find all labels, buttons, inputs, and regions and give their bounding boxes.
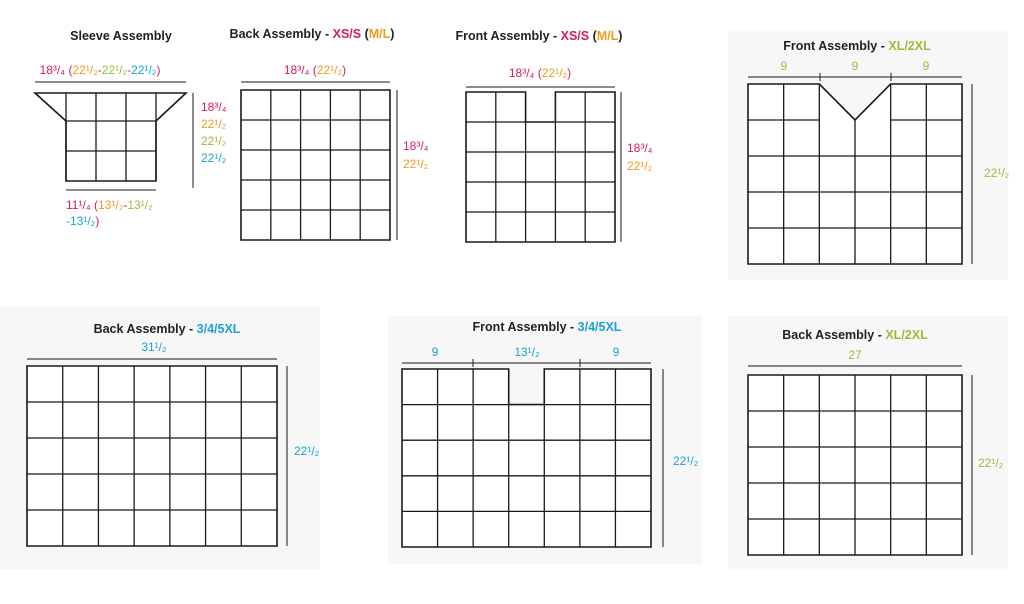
front-3-5xl-seg-3: 9 (613, 345, 620, 359)
back-xs-s-height-2: 22¹/₂ (403, 157, 429, 171)
back-xs-s-height-1: 18³/₄ (403, 139, 429, 153)
front-xl-grid (747, 83, 963, 265)
front-xl-seg-2: 9 (852, 59, 859, 73)
back-xs-s-width-label: 18³/₄ (22¹/₂) (284, 63, 346, 77)
back-xl-height: 22¹/₂ (978, 456, 1004, 470)
back-xs-s-title: Back Assembly - XS/S (M/L) (230, 27, 395, 41)
back-3-5xl-width: 31¹/₂ (141, 340, 167, 354)
back-xl-assembly: Back Assembly - XL/2XL 27 22¹/₂ (747, 328, 1004, 556)
front-xl-seg-1: 9 (781, 59, 788, 73)
front-xs-s-grid (465, 91, 616, 243)
sleeve-assembly: Sleeve Assembly 18³/₄ (22¹/₂-22¹/₂-22¹/₂… (32, 29, 227, 228)
back-xs-s-assembly: Back Assembly - XS/S (M/L) 18³/₄ (22¹/₂)… (230, 27, 429, 241)
front-3-5xl-grid (401, 368, 652, 548)
sleeve-grid (32, 92, 189, 182)
back-3-5xl-assembly: Back Assembly - 3/4/5XL 31¹/₂ 22¹/₂ (26, 322, 320, 547)
sleeve-title: Sleeve Assembly (70, 29, 172, 43)
front-xl-title: Front Assembly - XL/2XL (783, 39, 931, 53)
sleeve-width-label: 18³/₄ (22¹/₂-22¹/₂-22¹/₂) (40, 63, 161, 77)
back-xl-grid (747, 374, 963, 556)
front-xs-s-assembly: Front Assembly - XS/S (M/L) 18³/₄ (22¹/₂… (456, 29, 653, 243)
sleeve-bottom-label-2: -13¹/₂) (66, 214, 99, 228)
back-3-5xl-grid (26, 365, 278, 547)
sleeve-height-1: 18³/₄ (201, 100, 227, 114)
sleeve-bottom-label-1: 11¹/₄ (13¹/₂-13¹/₂ (66, 198, 153, 212)
front-3-5xl-seg-2: 13¹/₂ (514, 345, 540, 359)
back-xl-width: 27 (848, 348, 862, 362)
front-xs-s-height-1: 18³/₄ (627, 141, 653, 155)
front-3-5xl-title: Front Assembly - 3/4/5XL (473, 320, 622, 334)
front-xs-s-title: Front Assembly - XS/S (M/L) (456, 29, 623, 43)
sleeve-height-4: 22¹/₂ (201, 151, 227, 165)
back-xl-title: Back Assembly - XL/2XL (782, 328, 928, 342)
sleeve-height-3: 22¹/₂ (201, 134, 227, 148)
front-3-5xl-height: 22¹/₂ (673, 454, 699, 468)
front-xl-seg-3: 9 (923, 59, 930, 73)
sleeve-height-2: 22¹/₂ (201, 117, 227, 131)
back-xs-s-grid (240, 89, 391, 241)
front-xs-s-width-label: 18³/₄ (22¹/₂) (509, 66, 571, 80)
front-xl-assembly: Front Assembly - XL/2XL 9 9 9 22¹/₂ (747, 39, 1010, 265)
front-3-5xl-seg-1: 9 (432, 345, 439, 359)
front-3-5xl-assembly: Front Assembly - 3/4/5XL 9 13¹/₂ 9 22¹/₂ (401, 320, 699, 548)
back-3-5xl-height: 22¹/₂ (294, 444, 320, 458)
front-xs-s-height-2: 22¹/₂ (627, 159, 653, 173)
back-3-5xl-title: Back Assembly - 3/4/5XL (94, 322, 241, 336)
front-xl-height: 22¹/₂ (984, 166, 1010, 180)
